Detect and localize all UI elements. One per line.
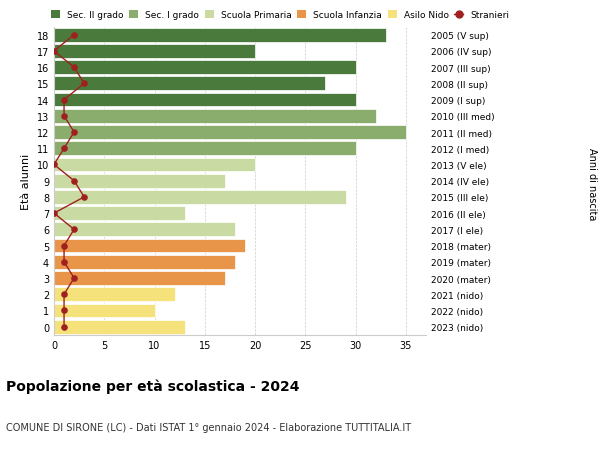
Bar xyxy=(54,304,155,318)
Bar xyxy=(54,288,175,302)
Bar xyxy=(54,158,255,172)
Bar xyxy=(54,190,346,204)
Y-axis label: Età alunni: Età alunni xyxy=(21,153,31,209)
Bar xyxy=(54,45,255,59)
Bar xyxy=(54,272,225,285)
Bar xyxy=(54,126,406,140)
Point xyxy=(59,307,69,314)
Point xyxy=(79,80,89,88)
Point xyxy=(49,162,59,169)
Point xyxy=(59,258,69,266)
Bar xyxy=(54,174,225,188)
Point xyxy=(70,178,79,185)
Bar xyxy=(54,29,386,43)
Bar xyxy=(54,110,376,123)
Bar xyxy=(54,77,325,91)
Point xyxy=(59,145,69,152)
Bar xyxy=(54,61,356,75)
Bar xyxy=(54,207,185,221)
Bar xyxy=(54,142,356,156)
Point xyxy=(70,275,79,282)
Point xyxy=(70,64,79,72)
Bar xyxy=(54,94,356,107)
Point xyxy=(59,323,69,330)
Bar xyxy=(54,255,235,269)
Point xyxy=(70,32,79,39)
Bar xyxy=(54,239,245,253)
Text: COMUNE DI SIRONE (LC) - Dati ISTAT 1° gennaio 2024 - Elaborazione TUTTITALIA.IT: COMUNE DI SIRONE (LC) - Dati ISTAT 1° ge… xyxy=(6,422,411,432)
Text: Popolazione per età scolastica - 2024: Popolazione per età scolastica - 2024 xyxy=(6,379,299,393)
Point xyxy=(59,113,69,120)
Legend: Sec. II grado, Sec. I grado, Scuola Primaria, Scuola Infanzia, Asilo Nido, Stran: Sec. II grado, Sec. I grado, Scuola Prim… xyxy=(51,11,509,20)
Point xyxy=(49,48,59,56)
Bar xyxy=(54,320,185,334)
Bar xyxy=(54,223,235,237)
Point xyxy=(59,291,69,298)
Text: Anni di nascita: Anni di nascita xyxy=(587,147,597,220)
Point xyxy=(49,210,59,218)
Point xyxy=(59,97,69,104)
Point xyxy=(70,226,79,234)
Point xyxy=(70,129,79,136)
Point xyxy=(59,242,69,250)
Point xyxy=(79,194,89,201)
